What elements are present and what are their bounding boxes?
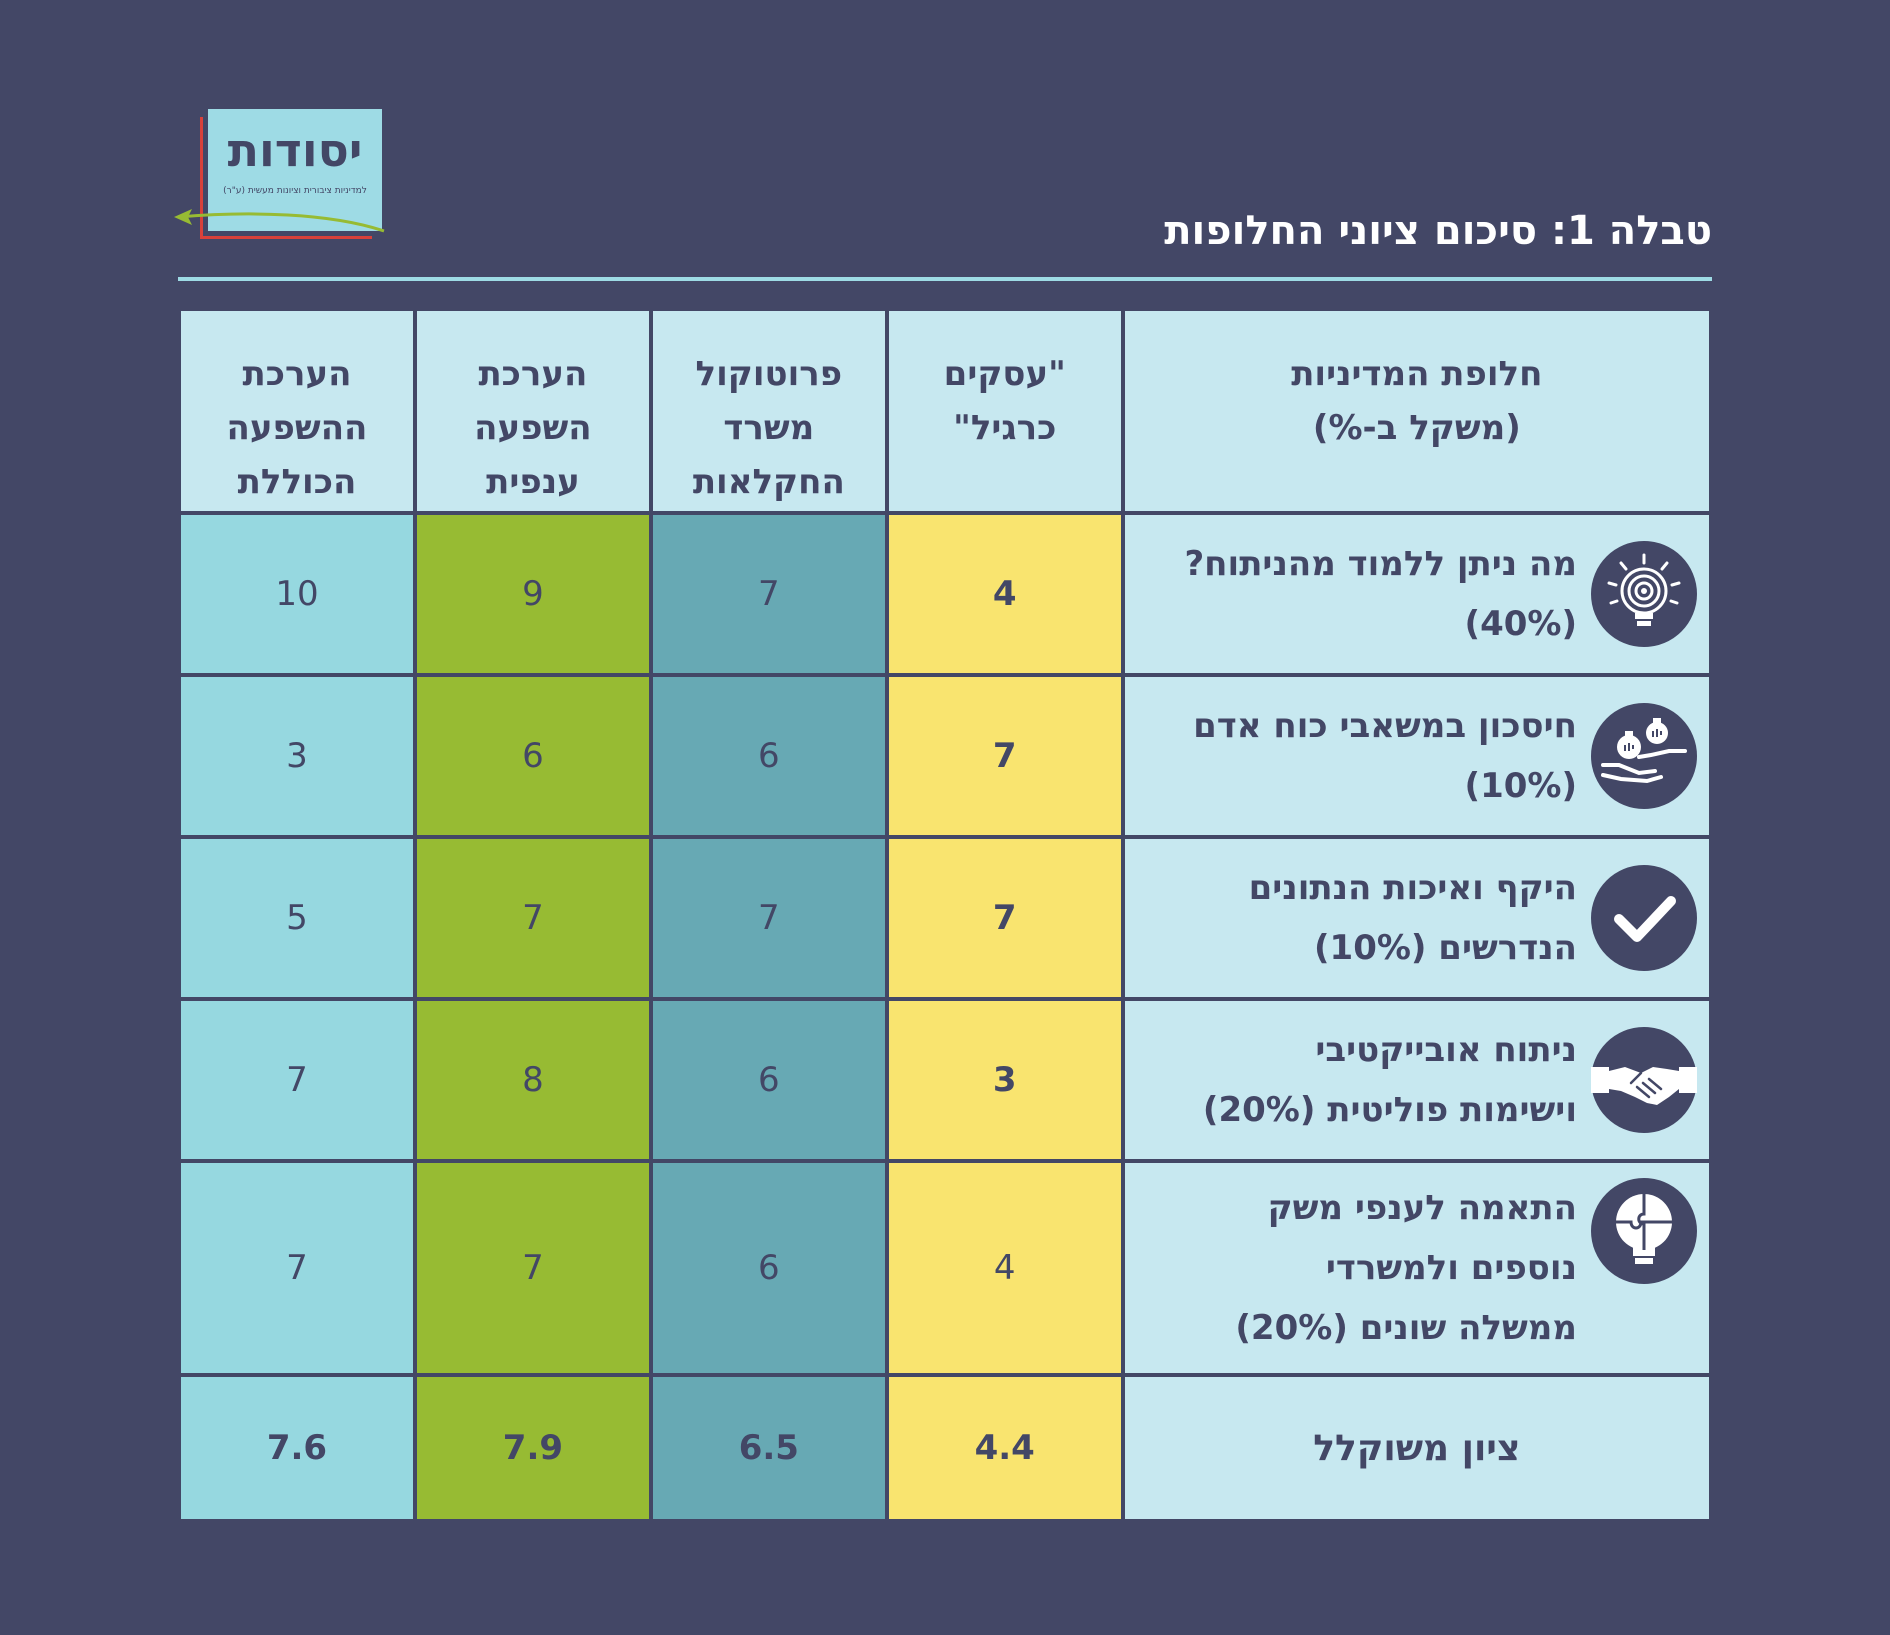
handshake-icon xyxy=(1591,1027,1697,1133)
total-agriculture-protocol: 6.5 xyxy=(652,1377,885,1519)
header-overall-impact: הערכת ההשפעה הכוללת xyxy=(181,311,413,511)
header-line: השפעה xyxy=(474,408,592,448)
score-business-as-usual: 4 xyxy=(888,1163,1121,1373)
criterion-cell: ניתוח אובייקטיבי וישימות פוליטית (20%) xyxy=(1124,1001,1709,1159)
criterion-weight: ממשלה שונים (20%) xyxy=(1235,1308,1577,1348)
criterion-weight: הנדרשים (10%) xyxy=(1313,928,1577,968)
logo: יסודות למדיניות ציבורית וציונות מעשית (ע… xyxy=(170,105,390,245)
total-row: ציון משוקלל 4.4 6.5 7.9 7.6 xyxy=(181,1377,1709,1519)
score-agriculture-protocol: 7 xyxy=(652,515,885,673)
scores-table: חלופת המדיניות (משקל ב-%) "עסקים כרגיל" פר… xyxy=(177,307,1713,1523)
table-row: מה ניתן ללמוד מהניתוח? (40%) 4 7 9 10 xyxy=(181,515,1709,673)
criterion-weight: (10%) xyxy=(1464,766,1577,806)
table-row: היקף ואיכות הנתונים הנדרשים (10%) 7 7 7 5 xyxy=(181,839,1709,997)
score-sector-impact: 7 xyxy=(416,839,649,997)
puzzle-lightbulb-icon xyxy=(1591,1178,1697,1284)
criterion-cell: היקף ואיכות הנתונים הנדרשים (10%) xyxy=(1124,839,1709,997)
header-line: ענפית xyxy=(486,462,580,502)
header-line: הערכת xyxy=(478,354,588,394)
score-sector-impact: 8 xyxy=(416,1001,649,1159)
score-overall-impact: 5 xyxy=(181,839,413,997)
criterion-line: ניתוח אובייקטיבי xyxy=(1315,1030,1577,1070)
header-line: משרד xyxy=(723,408,815,448)
header-line: החקלאות xyxy=(692,462,845,502)
score-business-as-usual: 4 xyxy=(888,515,1121,673)
criterion-line: חיסכון במשאבי כוח אדם xyxy=(1193,706,1577,746)
criterion-cell: מה ניתן ללמוד מהניתוח? (40%) xyxy=(1124,515,1709,673)
logo-red-frame xyxy=(200,117,372,239)
criterion-line: מה ניתן ללמוד מהניתוח? xyxy=(1184,544,1577,584)
score-business-as-usual: 7 xyxy=(888,677,1121,835)
header-line: חלופת המדיניות xyxy=(1291,354,1543,394)
criterion-cell: חיסכון במשאבי כוח אדם (10%) xyxy=(1124,677,1709,835)
logo-subtitle: למדיניות ציבורית וציונות מעשית (ע"ר) xyxy=(223,186,367,196)
header-line: פרוטוקול xyxy=(695,354,843,394)
weighted-score-label: ציון משוקלל xyxy=(1124,1377,1709,1519)
score-overall-impact: 10 xyxy=(181,515,413,673)
page-title: טבלה 1: סיכום ציוני החלופות xyxy=(1164,208,1712,254)
header-line: הכוללת xyxy=(237,462,357,502)
total-sector-impact: 7.9 xyxy=(416,1377,649,1519)
header-line: כרגיל" xyxy=(953,408,1057,448)
money-bags-hands-icon xyxy=(1591,703,1697,809)
criterion-weight: (40%) xyxy=(1464,604,1577,644)
criterion-weight: וישימות פוליטית (20%) xyxy=(1202,1090,1577,1130)
score-sector-impact: 9 xyxy=(416,515,649,673)
criterion-cell: התאמה לענפי משק נוספים ולמשרדי ממשלה שונים… xyxy=(1124,1163,1709,1373)
header-agriculture-protocol: פרוטוקול משרד החקלאות xyxy=(652,311,885,511)
table-row: התאמה לענפי משק נוספים ולמשרדי ממשלה שונים… xyxy=(181,1163,1709,1373)
score-business-as-usual: 7 xyxy=(888,839,1121,997)
score-overall-impact: 7 xyxy=(181,1001,413,1159)
score-sector-impact: 6 xyxy=(416,677,649,835)
header-sector-impact: הערכת השפעה ענפית xyxy=(416,311,649,511)
score-agriculture-protocol: 6 xyxy=(652,1163,885,1373)
header-policy-alternative: חלופת המדיניות (משקל ב-%) xyxy=(1124,311,1709,511)
header-business-as-usual: "עסקים כרגיל" xyxy=(888,311,1121,511)
score-agriculture-protocol: 7 xyxy=(652,839,885,997)
header-line: ההשפעה xyxy=(226,408,368,448)
title-divider xyxy=(178,277,1712,281)
score-overall-impact: 7 xyxy=(181,1163,413,1373)
logo-name: יסודות xyxy=(227,123,363,177)
table-row: חיסכון במשאבי כוח אדם (10%) 7 6 6 3 xyxy=(181,677,1709,835)
header-line: (משקל ב-%) xyxy=(1312,408,1521,448)
criterion-line: התאמה לענפי משק xyxy=(1267,1188,1577,1228)
score-sector-impact: 7 xyxy=(416,1163,649,1373)
total-overall-impact: 7.6 xyxy=(181,1377,413,1519)
header-line: הערכת xyxy=(242,354,352,394)
lightbulb-target-icon xyxy=(1591,541,1697,647)
criterion-line: נוספים ולמשרדי xyxy=(1325,1248,1577,1288)
criterion-line: היקף ואיכות הנתונים xyxy=(1248,868,1577,908)
logo-arrow-icon xyxy=(174,209,385,233)
header-line: "עסקים xyxy=(943,354,1066,394)
score-business-as-usual: 3 xyxy=(888,1001,1121,1159)
score-overall-impact: 3 xyxy=(181,677,413,835)
checkmark-icon xyxy=(1591,865,1697,971)
score-agriculture-protocol: 6 xyxy=(652,677,885,835)
table-row: ניתוח אובייקטיבי וישימות פוליטית (20%) 3 … xyxy=(181,1001,1709,1159)
logo-box xyxy=(208,109,382,231)
score-agriculture-protocol: 6 xyxy=(652,1001,885,1159)
total-business-as-usual: 4.4 xyxy=(888,1377,1121,1519)
header-row: חלופת המדיניות (משקל ב-%) "עסקים כרגיל" פר… xyxy=(181,311,1709,511)
